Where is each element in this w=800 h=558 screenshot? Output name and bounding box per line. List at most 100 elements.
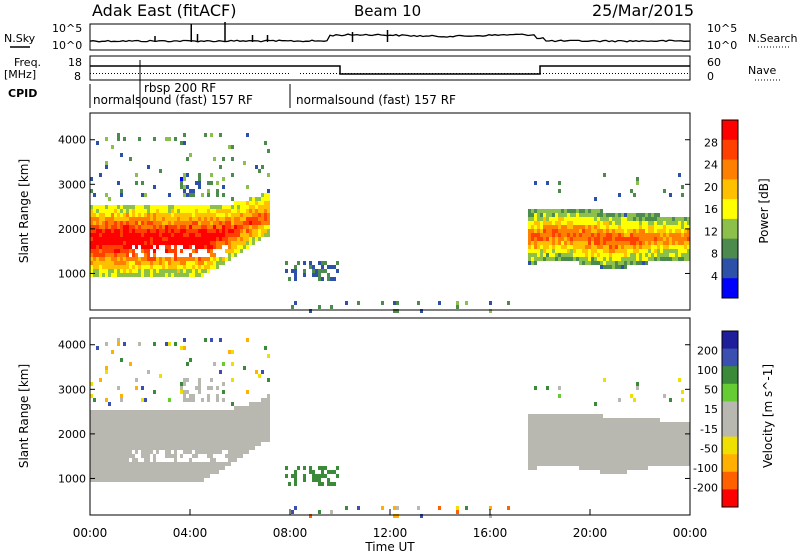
power-cell xyxy=(141,269,144,273)
power-cell xyxy=(582,213,585,217)
velocity-cell xyxy=(642,422,645,426)
velocity-cell xyxy=(579,438,582,442)
velocity-cell xyxy=(153,410,156,414)
power-cell xyxy=(177,261,180,265)
power-cell xyxy=(180,213,183,217)
velocity-cell xyxy=(165,426,168,430)
power-cell xyxy=(618,253,621,257)
velocity-cell xyxy=(609,462,612,466)
power-cell xyxy=(165,273,168,277)
power-cell xyxy=(246,241,249,245)
velocity-cell xyxy=(90,430,93,434)
velocity-cell xyxy=(489,506,492,510)
power-cell xyxy=(171,229,174,233)
velocity-cell xyxy=(537,442,540,446)
velocity-cell xyxy=(204,446,207,450)
velocity-cell xyxy=(621,454,624,458)
power-cell xyxy=(573,213,576,217)
velocity-cell xyxy=(687,462,690,466)
velocity-cell xyxy=(201,410,204,414)
velocity-cell xyxy=(636,426,639,430)
velocity-cell xyxy=(189,358,192,362)
power-cell xyxy=(114,245,117,249)
velocity-cell xyxy=(174,430,177,434)
power-cell xyxy=(153,217,156,221)
velocity-cell xyxy=(594,458,597,462)
power-cell xyxy=(666,233,669,237)
power-cell xyxy=(216,225,219,229)
power-cell xyxy=(129,213,132,217)
power-cell xyxy=(684,225,687,229)
velocity-cell xyxy=(222,398,225,402)
power-cell xyxy=(117,217,120,221)
velocity-cell xyxy=(222,410,225,414)
power-cell xyxy=(231,173,234,177)
power-cell xyxy=(207,217,210,221)
power-cell xyxy=(633,229,636,233)
power-cell xyxy=(591,261,594,265)
velocity-cell xyxy=(189,442,192,446)
velocity-cell xyxy=(138,342,141,346)
velocity-cell xyxy=(108,414,111,418)
velocity-cell xyxy=(258,438,261,442)
power-cell xyxy=(195,265,198,269)
velocity-cell xyxy=(240,418,243,422)
power-cell xyxy=(528,261,531,265)
velocity-cell xyxy=(237,446,240,450)
velocity-cell xyxy=(174,458,177,462)
velocity-cell xyxy=(138,442,141,446)
power-cell xyxy=(381,301,384,305)
power-cell xyxy=(546,209,549,213)
power-cell xyxy=(597,237,600,241)
velocity-cell xyxy=(174,426,177,430)
velocity-cell xyxy=(288,482,291,486)
power-cell xyxy=(222,213,225,217)
velocity-cell xyxy=(222,362,225,366)
velocity-cell xyxy=(642,430,645,434)
power-cell xyxy=(258,169,261,173)
power-cell xyxy=(543,213,546,217)
velocity-cell xyxy=(621,458,624,462)
power-cell xyxy=(195,257,198,261)
velocity-cell xyxy=(183,382,186,386)
power-colorbar-segment xyxy=(722,120,738,141)
velocity-cell xyxy=(555,450,558,454)
power-cell xyxy=(102,217,105,221)
power-cell xyxy=(234,217,237,221)
power-cell xyxy=(546,237,549,241)
velocity-cell xyxy=(261,370,264,374)
power-cell xyxy=(570,253,573,257)
velocity-cell xyxy=(240,426,243,430)
power-cell xyxy=(600,217,603,221)
power-cell xyxy=(579,213,582,217)
power-cell xyxy=(543,217,546,221)
velocity-cell xyxy=(618,438,621,442)
velocity-cell xyxy=(264,422,267,426)
power-cell xyxy=(627,213,630,217)
velocity-cell xyxy=(249,434,252,438)
power-cell xyxy=(129,257,132,261)
power-cell xyxy=(534,225,537,229)
velocity-cell xyxy=(165,470,168,474)
power-cell xyxy=(669,241,672,245)
velocity-cell xyxy=(237,438,240,442)
power-cell xyxy=(663,217,666,221)
power-cell xyxy=(117,229,120,233)
velocity-cell xyxy=(141,422,144,426)
velocity-cell xyxy=(192,430,195,434)
velocity-cell xyxy=(165,430,168,434)
velocity-cell xyxy=(99,430,102,434)
power-cell xyxy=(213,217,216,221)
velocity-cell xyxy=(255,406,258,410)
power-cell xyxy=(195,217,198,221)
velocity-cell xyxy=(216,466,219,470)
velocity-cell xyxy=(102,474,105,478)
velocity-cell xyxy=(174,442,177,446)
power-cell xyxy=(582,245,585,249)
power-cell xyxy=(588,233,591,237)
power-cell xyxy=(234,225,237,229)
power-cell xyxy=(174,225,177,229)
power-cell xyxy=(186,221,189,225)
power-cell xyxy=(507,301,510,305)
velocity-cell xyxy=(186,414,189,418)
